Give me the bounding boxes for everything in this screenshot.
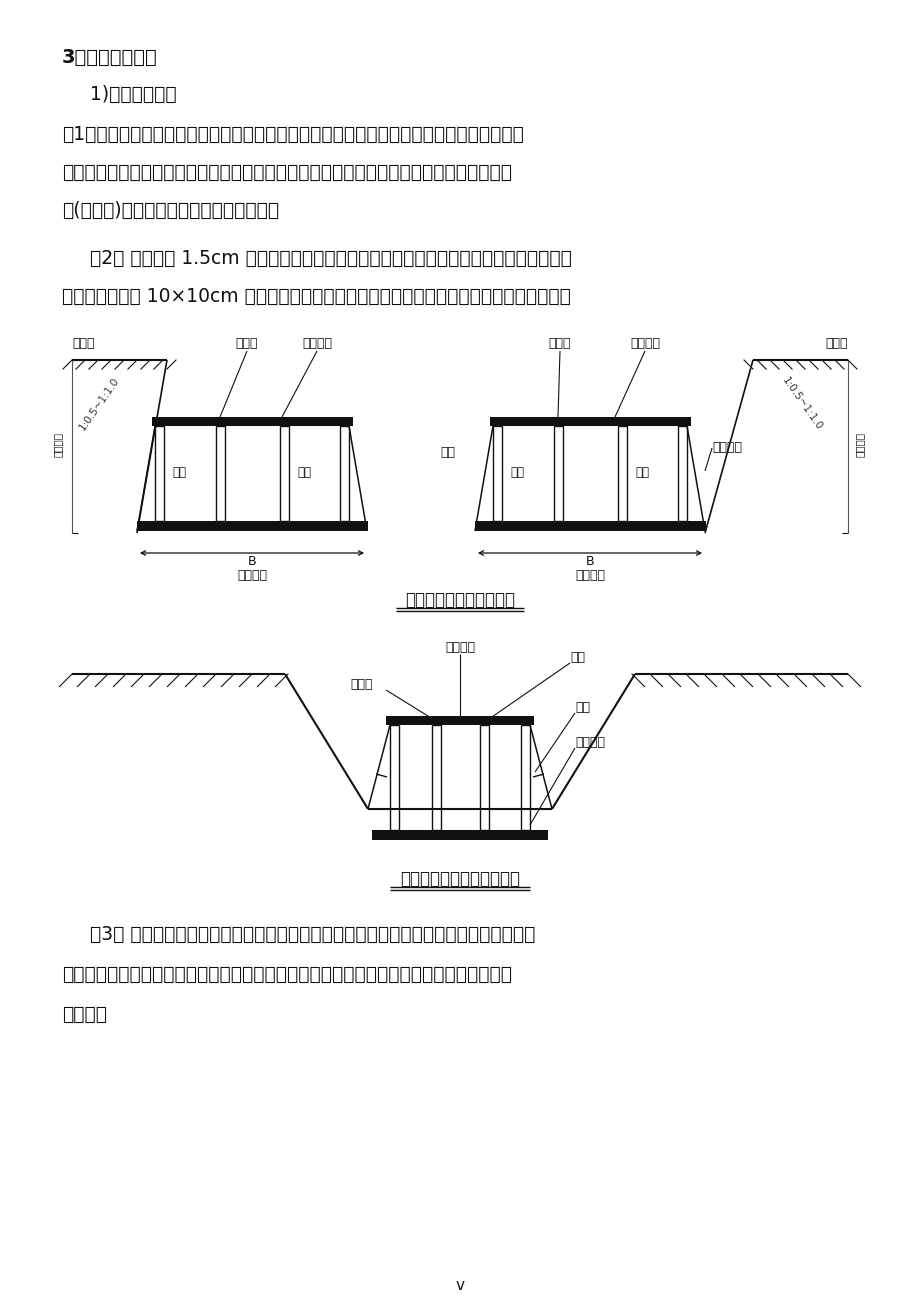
Bar — [152, 417, 353, 426]
Bar — [154, 426, 164, 521]
Bar — [340, 426, 348, 521]
Text: （3） 模板安装前先清除表面的污迹，在表面均匀涂抹一层脱模剂，并检测表面平整度，: （3） 模板安装前先清除表面的污迹，在表面均匀涂抹一层脱模剂，并检测表面平整度， — [90, 924, 535, 944]
Text: 纵向动木: 纵向动木 — [630, 337, 659, 350]
Bar — [279, 426, 289, 521]
Text: 原地面: 原地面 — [824, 337, 847, 350]
Bar — [493, 426, 502, 521]
Bar — [371, 829, 548, 840]
Bar — [386, 716, 533, 725]
Text: v: v — [455, 1279, 464, 1293]
Text: 纵向动木: 纵向动木 — [301, 337, 332, 350]
Text: 支撑: 支撑 — [440, 447, 455, 460]
Text: 横向动木: 横向动木 — [574, 736, 605, 749]
Text: 基础埋深: 基础埋深 — [53, 432, 62, 457]
Bar — [216, 426, 225, 521]
Bar — [137, 521, 368, 531]
Text: 模板: 模板 — [509, 466, 524, 479]
Text: 模板: 模板 — [570, 651, 584, 664]
Bar — [520, 725, 529, 829]
Text: 模板: 模板 — [634, 466, 648, 479]
Bar — [618, 426, 627, 521]
Text: 装。模板四周用 10×10cm 方木作支撑固定，模板要求有一定的强度、刚度，以防模板变形。: 装。模板四周用 10×10cm 方木作支撑固定，模板要求有一定的强度、刚度，以防… — [62, 286, 571, 306]
Text: 分离式基础模板支撑示意: 分离式基础模板支撑示意 — [404, 591, 515, 609]
Text: 支撑: 支撑 — [574, 700, 589, 713]
Text: 对拉杆: 对拉杆 — [548, 337, 571, 350]
Text: 1:0.5~1:1.0: 1:0.5~1:1.0 — [779, 375, 823, 432]
Bar — [490, 417, 690, 426]
Text: （2） 模板采用 1.5cm 厚的竹胶板与方木拼装而成，根据基础的断面尺寸，调整模板的拼: （2） 模板采用 1.5cm 厚的竹胶板与方木拼装而成，根据基础的断面尺寸，调整… — [90, 249, 572, 268]
Text: 整体式基础模板支撑示意图: 整体式基础模板支撑示意图 — [400, 870, 519, 888]
Bar — [553, 426, 562, 521]
Text: 对拉杆: 对拉杆 — [235, 337, 258, 350]
Bar — [480, 725, 489, 829]
Text: 站仪放设出基础边缘控制点（角点、边缘线控制点）用钉筋桦打入固定，再用红油漆在控制: 站仪放设出基础边缘控制点（角点、边缘线控制点）用钉筋桦打入固定，再用红油漆在控制 — [62, 163, 512, 182]
Text: 复测模板轴线偏位、垂直度是否符合设计规范要求，若达不到规定要求则进行调整，直至准: 复测模板轴线偏位、垂直度是否符合设计规范要求，若达不到规定要求则进行调整，直至准 — [62, 965, 512, 984]
Text: 模板: 模板 — [297, 466, 311, 479]
Text: 横向动木: 横向动木 — [711, 441, 742, 454]
Text: 纵向动木: 纵向动木 — [445, 641, 474, 654]
Text: 确为止。: 确为止。 — [62, 1005, 107, 1023]
Text: B: B — [585, 555, 594, 568]
Text: 基础宽度: 基础宽度 — [237, 569, 267, 582]
Text: 原地面: 原地面 — [72, 337, 95, 350]
Text: 模板: 模板 — [172, 466, 186, 479]
Text: 基础宽度: 基础宽度 — [574, 569, 605, 582]
Text: 1:0.5~1:1.0: 1:0.5~1:1.0 — [77, 375, 120, 432]
Bar — [474, 521, 705, 531]
Text: 基础埋深: 基础埋深 — [854, 432, 864, 457]
Text: 1)模板制作安装: 1)模板制作安装 — [90, 85, 176, 104]
Bar — [432, 725, 440, 829]
Text: B: B — [247, 555, 256, 568]
Bar — [390, 725, 399, 829]
Text: 3、涵洞基础施工: 3、涵洞基础施工 — [62, 48, 157, 66]
Text: 点(钉筋桦)上画出模板安装的标高控制线。: 点(钉筋桦)上画出模板安装的标高控制线。 — [62, 201, 278, 220]
Text: 对拉杆: 对拉杆 — [349, 678, 372, 691]
Bar — [677, 426, 686, 521]
Text: （1）测量放样定出基础中心线并经监理工程师确认后方可进行模板安装。模板安装前先用全: （1）测量放样定出基础中心线并经监理工程师确认后方可进行模板安装。模板安装前先用… — [62, 125, 523, 145]
